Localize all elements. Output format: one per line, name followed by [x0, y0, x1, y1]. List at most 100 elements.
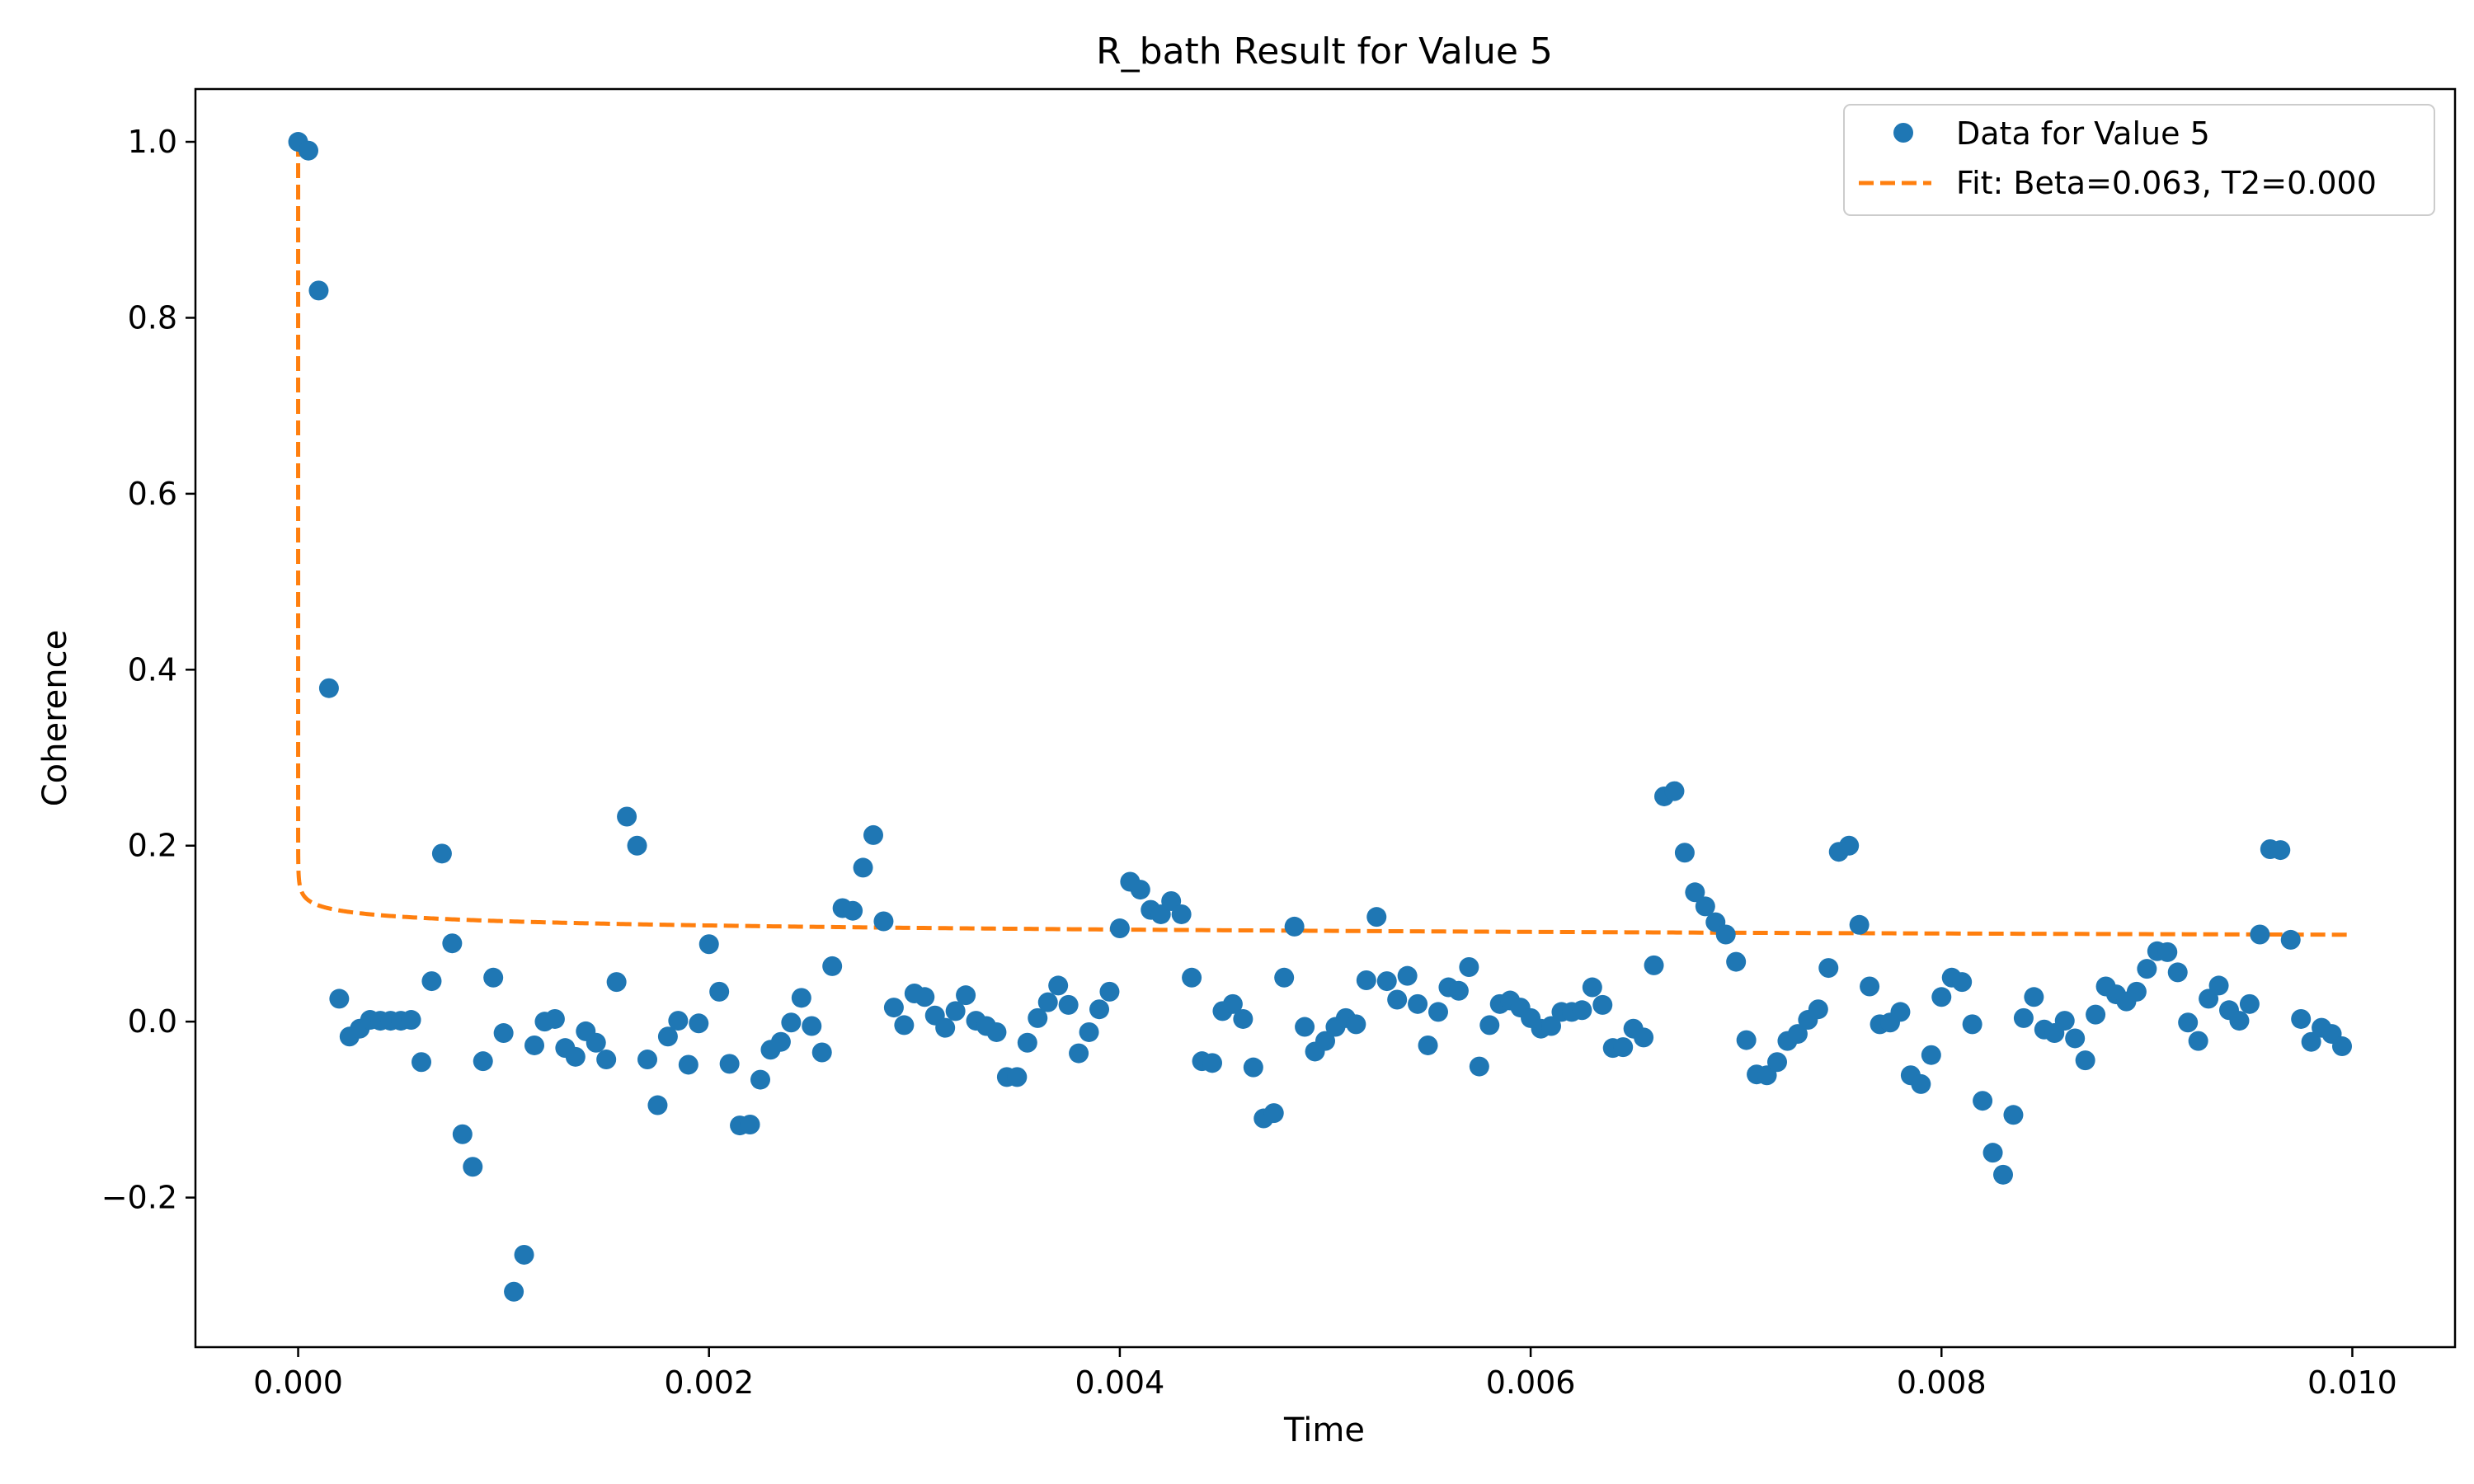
- data-point: [1541, 1016, 1561, 1036]
- data-point: [2157, 942, 2178, 962]
- data-point: [483, 967, 504, 988]
- data-point: [750, 1069, 770, 1090]
- data-point: [2178, 1012, 2199, 1033]
- data-point: [1428, 1002, 1448, 1022]
- data-point: [504, 1281, 524, 1302]
- data-point: [1397, 965, 1418, 986]
- data-point: [791, 988, 811, 1008]
- data-point: [698, 934, 719, 955]
- data-point: [2013, 1007, 2034, 1028]
- data-point: [1634, 1027, 1654, 1048]
- data-point: [2137, 959, 2157, 979]
- data-point: [2270, 840, 2291, 861]
- data-point: [678, 1054, 698, 1075]
- x-tick-label: 0.002: [664, 1364, 754, 1401]
- data-point: [627, 835, 647, 856]
- x-tick-label: 0.000: [253, 1364, 343, 1401]
- data-point: [986, 1021, 1007, 1042]
- data-point: [668, 1011, 689, 1031]
- data-point: [894, 1015, 915, 1036]
- data-point: [2239, 993, 2260, 1014]
- data-point: [1736, 1030, 1757, 1050]
- data-point: [596, 1050, 617, 1070]
- data-point: [1243, 1057, 1263, 1078]
- data-point: [883, 998, 904, 1018]
- data-point: [1356, 970, 1376, 991]
- data-point: [1069, 1043, 1089, 1064]
- data-point: [709, 981, 730, 1002]
- data-point: [1644, 955, 1664, 975]
- data-point: [1130, 880, 1150, 900]
- data-point: [1962, 1014, 1982, 1035]
- data-point: [719, 1054, 740, 1074]
- y-tick-label: 0.8: [128, 299, 177, 336]
- data-point: [657, 1026, 678, 1047]
- data-point: [1695, 896, 1715, 917]
- data-point: [1284, 916, 1305, 937]
- data-point: [1028, 1007, 1048, 1028]
- data-point: [2208, 975, 2229, 996]
- data-point: [318, 678, 339, 698]
- data-point: [463, 1157, 483, 1177]
- data-point: [802, 1016, 822, 1036]
- data-point: [1089, 999, 1109, 1020]
- data-point: [431, 843, 452, 864]
- data-point: [1849, 914, 1870, 935]
- data-point: [2054, 1011, 2075, 1031]
- data-point: [1890, 1002, 1911, 1022]
- data-point: [1182, 967, 1202, 988]
- data-point: [565, 1046, 586, 1067]
- legend-label-data: Data for Value 5: [1956, 115, 2210, 152]
- data-point: [637, 1050, 657, 1070]
- data-point: [606, 972, 627, 993]
- data-point: [822, 956, 843, 976]
- data-point: [412, 1052, 431, 1073]
- data-point: [1037, 992, 1058, 1012]
- data-point: [2301, 1031, 2321, 1052]
- data-point: [843, 900, 863, 921]
- data-point: [1818, 958, 1839, 979]
- data-point: [1315, 1031, 1335, 1051]
- y-tick-label: 1.0: [128, 124, 177, 160]
- data-point: [1931, 987, 1952, 1007]
- x-tick-label: 0.004: [1075, 1364, 1165, 1401]
- data-point: [781, 1012, 802, 1033]
- y-axis-label: Coherence: [36, 630, 74, 807]
- data-point: [935, 1017, 956, 1038]
- data-point: [1993, 1164, 2013, 1185]
- data-point: [1952, 972, 1973, 993]
- data-point: [617, 806, 637, 827]
- data-point: [1613, 1037, 1634, 1058]
- data-point: [1808, 999, 1828, 1020]
- data-point: [452, 1124, 473, 1144]
- data-point: [873, 911, 894, 932]
- data-point: [915, 987, 935, 1007]
- data-point: [1911, 1073, 1931, 1094]
- y-tick-label: 0.4: [128, 651, 177, 688]
- data-point: [2250, 924, 2270, 945]
- data-point: [1202, 1053, 1222, 1073]
- data-point: [473, 1051, 493, 1072]
- legend-label-fit: Fit: Beta=0.063, T2=0.000: [1956, 165, 2377, 201]
- data-point: [689, 1013, 709, 1034]
- data-point: [401, 1010, 421, 1031]
- data-point: [1099, 981, 1120, 1002]
- data-point: [493, 1023, 514, 1044]
- data-point: [1366, 907, 1387, 928]
- data-point: [1582, 977, 1602, 998]
- data-point: [2126, 981, 2147, 1002]
- data-point: [1263, 1103, 1284, 1124]
- data-point: [1017, 1032, 1037, 1053]
- data-point: [2280, 929, 2301, 950]
- data-point: [2167, 962, 2188, 983]
- data-point: [1222, 993, 1243, 1014]
- y-tick-label: 0.6: [128, 476, 177, 512]
- data-point: [2075, 1050, 2095, 1071]
- data-point: [853, 857, 873, 878]
- data-point: [544, 1008, 565, 1029]
- data-point: [2291, 1008, 2312, 1029]
- data-point: [1921, 1045, 1941, 1065]
- data-point: [1459, 957, 1479, 977]
